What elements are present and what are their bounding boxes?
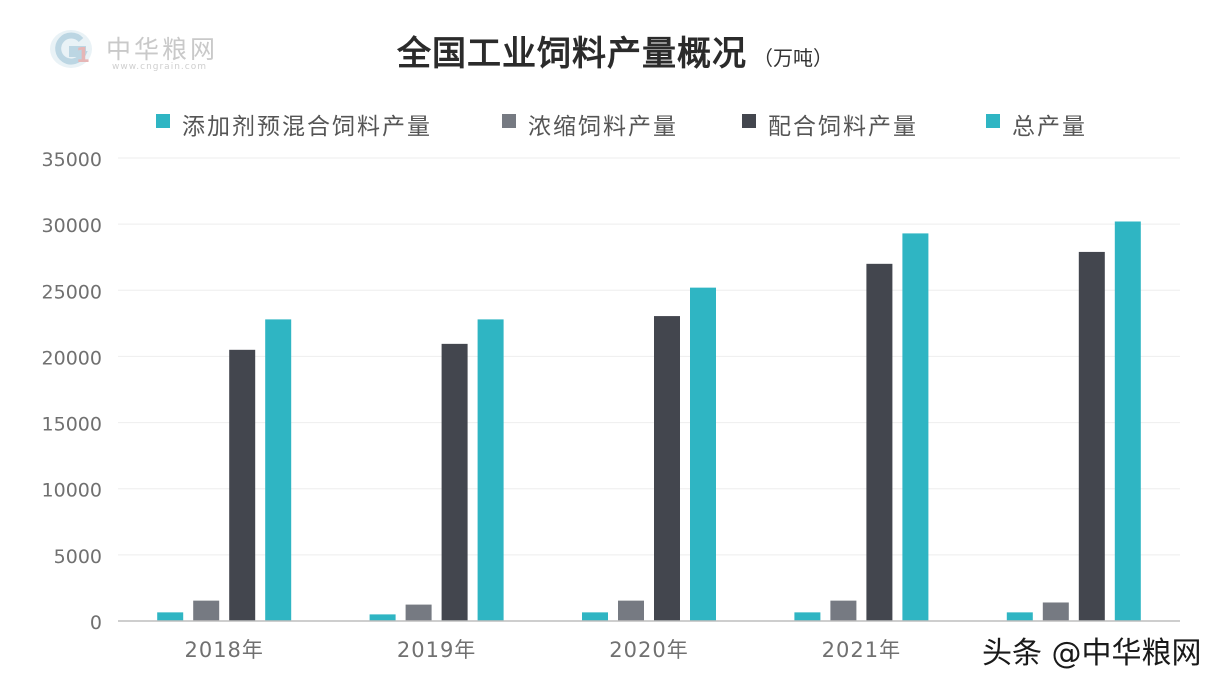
- y-tick-label: 35000: [42, 149, 102, 171]
- bar: [866, 263, 893, 621]
- bar: [477, 319, 504, 621]
- bar: [229, 349, 256, 621]
- bar: [618, 600, 644, 621]
- bar: [1042, 602, 1069, 621]
- chart-title-block: 全国工业饲料产量概况 （万吨）: [0, 26, 1230, 75]
- watermark: 头条 @中华粮网: [982, 636, 1202, 671]
- y-tick-label: 30000: [42, 215, 102, 237]
- legend-label: 配合饲料产量: [768, 114, 918, 140]
- legend-label: 添加剂预混合饲料产量: [182, 114, 432, 140]
- legend-swatch: [986, 114, 1000, 128]
- bar: [1114, 221, 1141, 622]
- bar: [902, 233, 929, 621]
- bar: [405, 604, 432, 621]
- x-tick-label: 2019年: [397, 638, 476, 662]
- x-tick-label: 2018年: [184, 638, 263, 662]
- chart-unit: （万吨）: [753, 46, 833, 70]
- svg-text:1: 1: [76, 43, 90, 67]
- legend-swatch: [156, 114, 170, 128]
- legend-swatch: [502, 114, 516, 128]
- bar: [654, 316, 680, 621]
- bar: [690, 287, 716, 621]
- x-tick-label: 2021年: [822, 638, 901, 662]
- bar: [830, 600, 857, 621]
- y-tick-label: 25000: [42, 281, 102, 303]
- y-tick-label: 5000: [54, 546, 102, 568]
- brand-logo: 1 中华粮网 www.cngrain.com: [48, 26, 258, 74]
- bar: [265, 319, 292, 621]
- bar: [441, 343, 468, 621]
- bar: [582, 612, 608, 621]
- bar: [1006, 612, 1033, 621]
- bar: [369, 614, 396, 621]
- y-tick-label: 10000: [42, 480, 102, 502]
- logo-name: 中华粮网: [106, 35, 219, 64]
- bar: [157, 612, 184, 621]
- legend-swatch: [742, 114, 756, 128]
- logo-url: www.cngrain.com: [112, 62, 207, 72]
- chart-title: 全国工业饲料产量概况: [397, 34, 747, 74]
- legend-label: 浓缩饲料产量: [528, 114, 678, 140]
- logo-g-icon: 1: [50, 30, 92, 68]
- bar: [193, 600, 220, 621]
- y-tick-label: 15000: [42, 414, 102, 436]
- legend-label: 总产量: [1012, 114, 1087, 140]
- bar: [1078, 251, 1105, 621]
- y-tick-label: 20000: [42, 347, 102, 369]
- x-tick-label: 2020年: [609, 638, 688, 662]
- bar: [794, 612, 821, 621]
- y-tick-label: 0: [90, 612, 102, 634]
